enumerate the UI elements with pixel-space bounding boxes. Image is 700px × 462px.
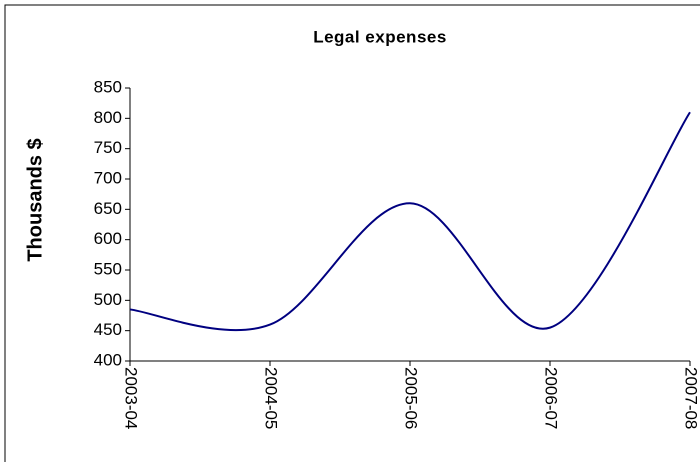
- x-tick-label: 2004-05: [262, 367, 281, 429]
- y-tick-label: 650: [94, 199, 122, 218]
- x-tick-label: 2005-06: [402, 367, 421, 429]
- chart-title: Legal expenses: [313, 27, 447, 46]
- y-tick-label: 450: [94, 320, 122, 339]
- y-tick-label: 800: [94, 108, 122, 127]
- line-series: [129, 111, 691, 332]
- y-tick-label: 400: [94, 350, 122, 369]
- y-axis-title: Thousands $: [24, 138, 46, 261]
- y-tick-label: 850: [94, 77, 122, 96]
- x-tick-label: 2006-07: [542, 367, 561, 429]
- y-tick-label: 750: [94, 138, 122, 157]
- y-tick-label: 550: [94, 259, 122, 278]
- y-tick-label: 500: [94, 290, 122, 309]
- x-tick-label: 2007-08: [682, 367, 700, 429]
- chart-border: [4, 4, 700, 462]
- y-tick-label: 600: [94, 229, 122, 248]
- x-tick-label: 2003-04: [122, 367, 141, 429]
- y-tick-label: 700: [94, 168, 122, 187]
